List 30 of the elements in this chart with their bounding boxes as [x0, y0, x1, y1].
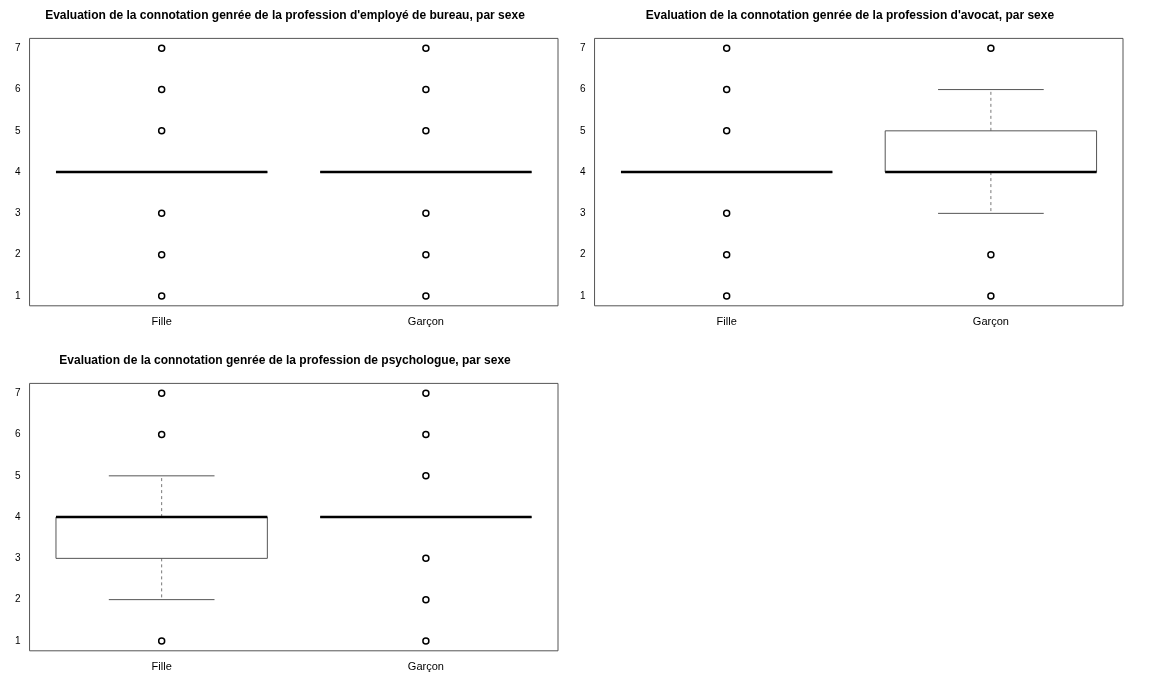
x-tick-label: Garçon — [407, 315, 444, 328]
chart-title: Evaluation de la connotation genrée de la profession de psychologue, par sexe — [59, 352, 512, 367]
x-tick-label: Garçon — [972, 315, 1009, 328]
y-tick-label: 7 — [15, 387, 21, 399]
y-tick-label: 5 — [15, 124, 21, 136]
y-tick-label: 6 — [580, 83, 586, 95]
chart-title: Evaluation de la connotation genrée de la profession d'avocat, par sexe — [645, 7, 1055, 22]
y-tick-label: 4 — [15, 510, 21, 522]
y-tick-label: 3 — [15, 207, 21, 219]
y-tick-label: 1 — [15, 634, 21, 646]
y-tick-label: 4 — [15, 165, 21, 177]
x-tick-label: Fille — [716, 315, 737, 328]
y-tick-label: 5 — [15, 469, 21, 481]
y-tick-label: 1 — [580, 289, 586, 301]
y-tick-label: 1 — [15, 289, 21, 301]
y-tick-label: 2 — [15, 593, 21, 605]
y-tick-label: 7 — [580, 42, 586, 54]
y-tick-label: 2 — [15, 248, 21, 260]
y-tick-label: 2 — [580, 248, 586, 260]
y-tick-label: 6 — [15, 83, 21, 95]
y-tick-label: 5 — [580, 124, 586, 136]
x-tick-label: Fille — [151, 660, 172, 673]
y-tick-label: 3 — [15, 552, 21, 564]
x-tick-label: Garçon — [407, 660, 444, 673]
y-tick-label: 7 — [15, 42, 21, 54]
y-tick-label: 4 — [580, 165, 586, 177]
x-tick-label: Fille — [151, 315, 172, 328]
chart-title: Evaluation de la connotation genrée de la profession d'employé de bureau, par sexe — [45, 7, 526, 22]
y-tick-label: 6 — [15, 428, 21, 440]
y-tick-label: 3 — [580, 207, 586, 219]
